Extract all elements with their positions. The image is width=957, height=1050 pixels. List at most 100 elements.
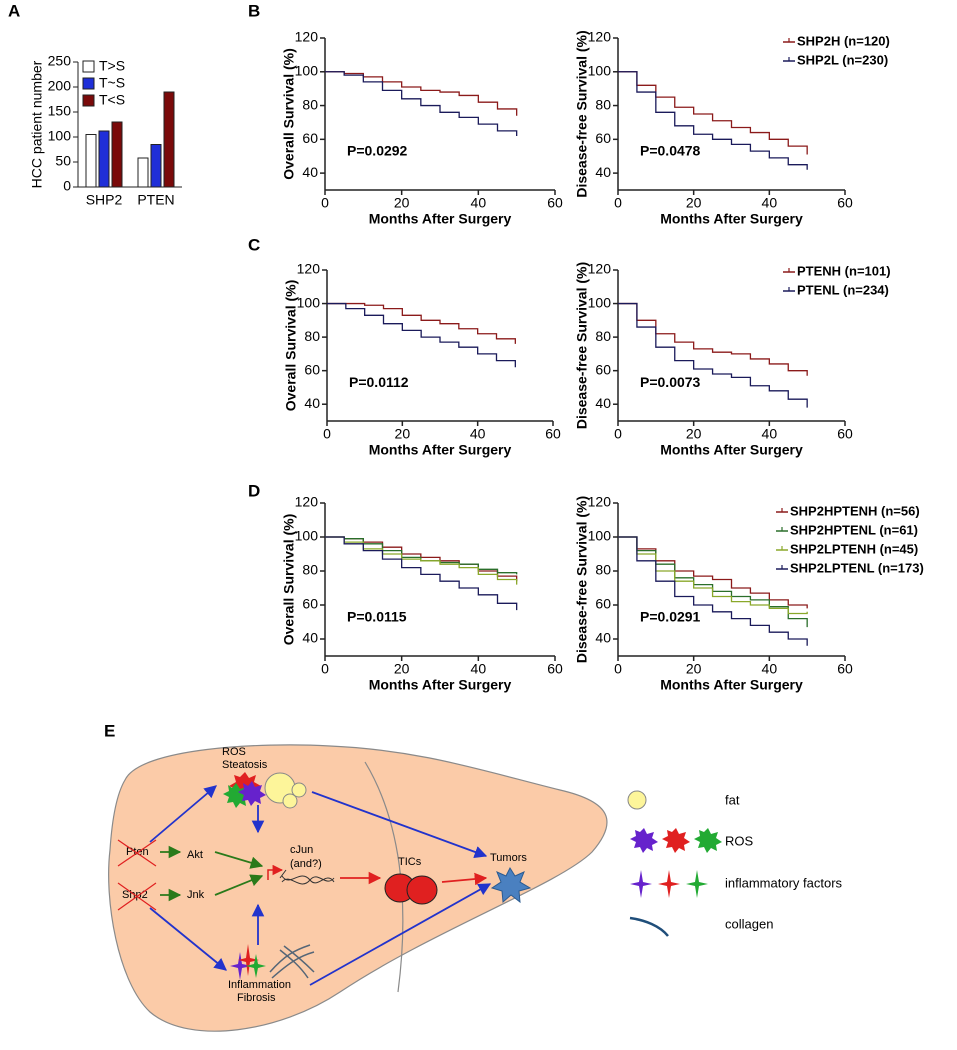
diagram-legend: fat ROS inflammatory factors collagen [627,790,843,937]
arrow [149,907,227,971]
y-tick-label: 40 [595,630,611,646]
ros-icon [238,781,266,806]
y-tick-label: 80 [304,328,320,344]
x-tick-label: 60 [837,661,853,677]
legend-label: SHP2L (n=230) [797,52,888,67]
survival-curve [325,536,518,611]
y-tick-label: 200 [48,78,72,94]
knockout-cross [117,839,157,911]
y-axis-label: Disease-free Survival (%) [574,496,590,663]
x-tick-label: 60 [547,661,563,677]
x-tick-label: 40 [762,195,778,211]
ros-icon [662,828,690,853]
legend-label: SHP2H (n=120) [797,33,890,48]
factor-icon [630,870,652,898]
legend-label: fat [725,792,740,807]
factor-icon [658,870,680,898]
y-tick-label: 250 [48,53,72,69]
panel-label: B [248,1,260,20]
y-tick-label: 60 [304,361,320,377]
y-axis-label: Disease-free Survival (%) [574,262,590,429]
y-tick-label: 0 [63,178,71,194]
y-tick-label: 80 [595,328,611,344]
x-tick-label: 40 [762,661,778,677]
annotation: P=0.0291 [640,608,701,624]
survival-curve [618,71,808,170]
arrow [311,791,488,858]
legend-label: T>S [99,58,125,74]
x-axis-label: Months After Surgery [369,677,512,693]
legend-swatch [82,77,95,90]
y-tick-label: 40 [302,164,318,180]
legend-label: SHP2HPTENL (n=61) [790,522,918,537]
bar [85,134,97,188]
y-tick-label: 100 [588,528,612,544]
x-tick-label: 20 [394,661,410,677]
x-tick-label: 60 [837,426,853,442]
x-tick-label: 60 [547,195,563,211]
legend-label: SHP2LPTENH (n=45) [790,541,918,556]
y-tick-label: 40 [595,395,611,411]
x-tick-label: 40 [471,195,487,211]
annotation: P=0.0115 [347,608,407,624]
factor-icon [686,870,708,898]
x-tick-label: 0 [321,195,329,211]
node-label: Inflammation [228,979,291,991]
ros-icon [630,828,658,853]
x-tick-label: 20 [395,426,411,442]
survival-curve [618,536,808,646]
x-axis-label: Months After Surgery [369,211,512,227]
y-tick-label: 120 [297,261,321,277]
y-tick-label: 40 [304,395,320,411]
survival-curve [618,302,808,408]
node-label: Tumors [490,852,527,864]
x-tick-label: 0 [614,426,622,442]
legend-label: T~S [99,75,125,91]
collagen-icon [269,944,315,979]
collagen-icon [629,916,669,937]
y-tick-label: 120 [588,29,612,45]
node-label: Akt [187,849,203,861]
x-tick-label: 0 [323,426,331,442]
arrow [214,874,264,896]
y-tick-label: 100 [588,62,612,78]
survival-curve [325,71,518,136]
y-tick-label: 120 [588,494,612,510]
y-tick-label: 100 [588,294,612,310]
y-tick-label: 80 [302,562,318,578]
y-tick-label: 60 [302,596,318,612]
y-tick-label: 100 [295,62,319,78]
survival-curve [618,71,808,155]
x-tick-label: SHP2 [86,192,123,208]
panel-label: E [104,721,115,740]
survival-curve [327,302,516,368]
y-tick-label: 100 [297,294,321,310]
lobe-line [364,761,404,993]
factor-icon [246,954,266,978]
y-tick-label: 40 [595,164,611,180]
ros-icon [694,828,722,853]
legend-label: PTENL (n=234) [797,282,889,297]
tic-cell [406,875,438,905]
x-tick-label: 60 [837,195,853,211]
x-tick-label: 20 [686,661,702,677]
y-tick-label: 150 [48,103,72,119]
y-tick-label: 100 [295,528,319,544]
x-axis-label: Months After Surgery [369,442,512,458]
y-axis-label: Overall Survival (%) [281,48,297,180]
x-axis-label: Months After Surgery [660,442,803,458]
node-label: cJun [290,844,313,856]
arrow [441,872,488,886]
annotation: P=0.0073 [640,374,701,390]
survival-curve [327,302,516,344]
x-tick-label: 40 [762,426,778,442]
bar [137,157,149,188]
fat-icon [282,793,298,809]
arrow [214,851,264,869]
fat-icon [627,790,647,810]
x-tick-label: 60 [545,426,561,442]
promoter [267,864,284,880]
tumor-icon [490,866,532,904]
legend-label: SHP2HPTENH (n=56) [790,503,920,518]
y-tick-label: 120 [295,494,319,510]
